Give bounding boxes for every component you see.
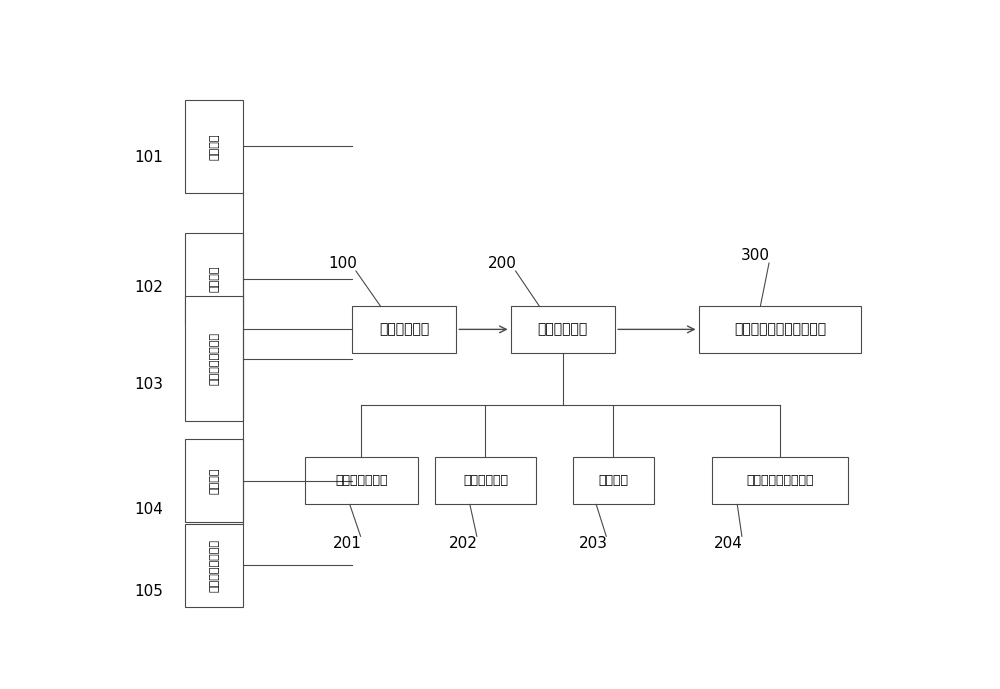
- Text: 构建单元: 构建单元: [598, 474, 628, 487]
- Bar: [712, 457, 848, 504]
- Text: 204: 204: [714, 536, 743, 551]
- Text: 300: 300: [741, 248, 770, 263]
- Text: 105: 105: [134, 584, 163, 599]
- Bar: [352, 305, 456, 353]
- Text: 甲状腺乳头状癌测试工具: 甲状腺乳头状癌测试工具: [734, 322, 826, 336]
- Text: 104: 104: [134, 502, 163, 517]
- Bar: [185, 524, 243, 606]
- Text: 参数选择与优化单元: 参数选择与优化单元: [746, 474, 814, 487]
- Text: 数据分类单元: 数据分类单元: [463, 474, 508, 487]
- Text: 四路特征提取模块: 四路特征提取模块: [209, 332, 219, 385]
- Bar: [435, 457, 536, 504]
- Text: 模型构建模块: 模型构建模块: [538, 322, 588, 336]
- Text: 数据模块: 数据模块: [209, 467, 219, 494]
- Text: 201: 201: [333, 536, 362, 551]
- Text: 数据参数调节单元: 数据参数调节单元: [209, 539, 219, 592]
- Text: 数据预处理单元: 数据预处理单元: [335, 474, 388, 487]
- Text: 200: 200: [488, 256, 517, 271]
- Text: 数据采集模块: 数据采集模块: [379, 322, 429, 336]
- Bar: [573, 457, 654, 504]
- Bar: [511, 305, 615, 353]
- Bar: [185, 233, 243, 325]
- Bar: [185, 440, 243, 522]
- Text: 100: 100: [328, 256, 357, 271]
- Text: 103: 103: [134, 377, 163, 392]
- Text: 101: 101: [134, 150, 163, 165]
- Text: 102: 102: [134, 280, 163, 295]
- Text: 203: 203: [578, 536, 607, 551]
- Bar: [185, 100, 243, 193]
- Text: 采集单元: 采集单元: [209, 133, 219, 160]
- Bar: [305, 457, 418, 504]
- Text: 202: 202: [449, 536, 478, 551]
- Bar: [698, 305, 861, 353]
- Bar: [185, 296, 243, 421]
- Text: 存储单元: 存储单元: [209, 266, 219, 292]
